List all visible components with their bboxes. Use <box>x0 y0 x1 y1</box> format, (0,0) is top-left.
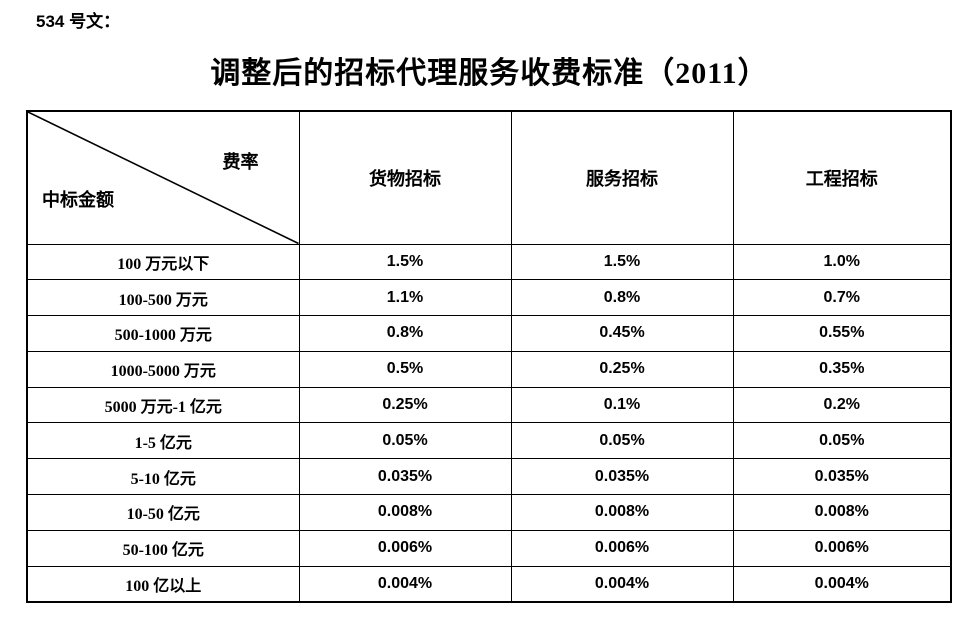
rate-cell: 1.1% <box>298 279 512 317</box>
rate-cell: 0.008% <box>510 494 734 531</box>
rate-cell: 0.1% <box>510 386 734 424</box>
rate-cell: 0.2% <box>732 386 952 424</box>
rate-cell: 0.035% <box>732 458 952 496</box>
row-label-cell: 100-500 万元 <box>26 279 300 317</box>
table-row: 1000-5000 万元 0.5% 0.25% 0.35% <box>26 350 952 388</box>
diagonal-corner-cell: 费率 中标金额 <box>26 110 300 245</box>
rate-cell: 0.8% <box>510 279 734 317</box>
corner-label-bid-amount: 中标金额 <box>42 189 114 210</box>
column-header-goods: 货物招标 <box>298 110 512 245</box>
row-label-cell: 5-10 亿元 <box>26 458 300 496</box>
rate-cell: 0.008% <box>732 494 952 531</box>
rate-cell: 0.5% <box>298 350 512 388</box>
rate-cell: 0.004% <box>732 565 952 603</box>
rate-cell: 0.035% <box>298 458 512 496</box>
corner-label-rate: 费率 <box>222 152 259 172</box>
table-row: 5000 万元-1 亿元 0.25% 0.1% 0.2% <box>26 386 952 424</box>
table-row: 50-100 亿元 0.006% 0.006% 0.006% <box>26 529 952 567</box>
rate-cell: 0.05% <box>732 422 952 460</box>
rate-cell: 0.008% <box>298 494 512 531</box>
table-row: 100-500 万元 1.1% 0.8% 0.7% <box>26 279 952 317</box>
row-label-cell: 50-100 亿元 <box>26 529 300 567</box>
row-label-cell: 5000 万元-1 亿元 <box>26 386 300 424</box>
header-row: 费率 中标金额 货物招标 服务招标 工程招标 <box>26 110 952 245</box>
table-row: 1-5 亿元 0.05% 0.05% 0.05% <box>26 422 952 460</box>
rate-cell: 0.004% <box>510 565 734 603</box>
rate-cell: 1.0% <box>732 243 952 281</box>
rate-cell: 0.05% <box>298 422 512 460</box>
page-title: 调整后的招标代理服务收费标准（2011） <box>210 57 769 90</box>
rate-cell: 1.5% <box>510 243 734 281</box>
rate-cell: 0.05% <box>510 422 734 460</box>
rate-cell: 0.006% <box>510 529 734 567</box>
rate-cell: 0.035% <box>510 458 734 496</box>
rate-cell: 0.006% <box>298 529 512 567</box>
rate-cell: 0.004% <box>298 565 512 603</box>
fee-rate-table: 费率 中标金额 货物招标 服务招标 工程招标 100 万元以下 1.5% 1.5… <box>26 110 952 603</box>
rate-cell: 0.8% <box>298 315 512 352</box>
table-row: 500-1000 万元 0.8% 0.45% 0.55% <box>26 315 952 352</box>
row-label-cell: 1-5 亿元 <box>26 422 300 460</box>
rate-cell: 0.006% <box>732 529 952 567</box>
rate-cell: 1.5% <box>298 243 512 281</box>
rate-cell: 0.45% <box>510 315 734 352</box>
rate-cell: 0.35% <box>732 350 952 388</box>
row-label-cell: 100 万元以下 <box>26 243 300 281</box>
row-label-cell: 10-50 亿元 <box>26 494 300 531</box>
row-label-cell: 1000-5000 万元 <box>26 350 300 388</box>
rate-cell: 0.25% <box>298 386 512 424</box>
table-row: 5-10 亿元 0.035% 0.035% 0.035% <box>26 458 952 496</box>
rate-cell: 0.55% <box>732 315 952 352</box>
table-row: 10-50 亿元 0.008% 0.008% 0.008% <box>26 494 952 531</box>
table-row: 100 亿以上 0.004% 0.004% 0.004% <box>26 565 952 603</box>
column-header-services: 服务招标 <box>510 110 734 245</box>
row-label-cell: 100 亿以上 <box>26 565 300 603</box>
rate-cell: 0.25% <box>510 350 734 388</box>
doc-number-label: 534 号文： <box>36 12 121 31</box>
column-header-engineering: 工程招标 <box>732 110 952 245</box>
rate-cell: 0.7% <box>732 279 952 317</box>
table-row: 100 万元以下 1.5% 1.5% 1.0% <box>26 243 952 281</box>
diagonal-divider-line <box>28 112 299 244</box>
row-label-cell: 500-1000 万元 <box>26 315 300 352</box>
